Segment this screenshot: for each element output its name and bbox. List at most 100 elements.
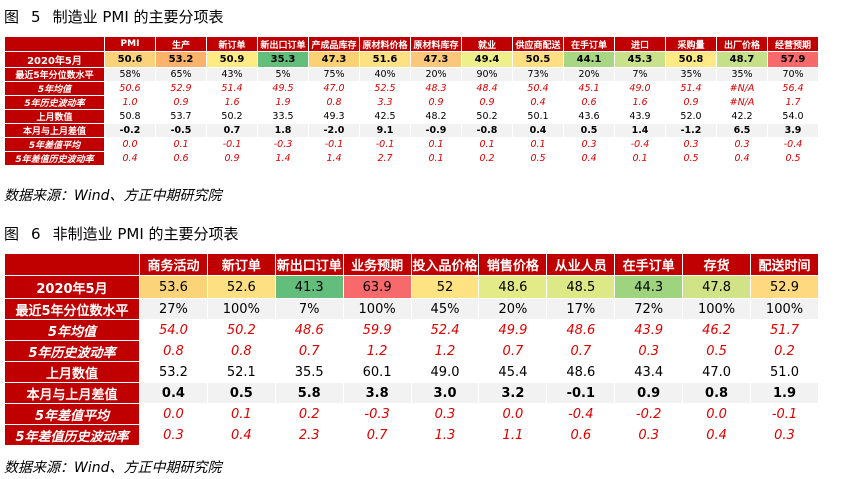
table-cell: 35.3 [257,51,309,68]
table-cell: 0.1 [461,137,513,152]
table2-caption-title: 非制造业 PMI 的主要分项表 [52,225,239,243]
table-cell: 0.6 [546,424,616,446]
table-cell: 1.3 [410,424,480,446]
table-cell: 0.2 [461,151,513,166]
table-cell: -0.1 [750,403,819,425]
table-cell: 50.8 [665,51,717,68]
column-header: 业务预期 [342,253,412,276]
header-corner [4,253,140,276]
column-header: 投入品价格 [410,253,480,276]
table1-caption-prefix: 图 [4,8,20,26]
table-cell: 50.6 [104,51,156,68]
table-cell: 5% [257,67,309,82]
table-cell: 0.3 [614,424,684,446]
table-cell: 0.2 [750,340,819,362]
table-cell: 0.5 [206,382,276,404]
table-cell: 0.5 [682,340,752,362]
table-cell: 49.0 [614,81,666,96]
row-label: 本月与上月差值 [4,123,105,138]
table-row: 5年差值历史波动率 0.3 0.4 2.3 0.7 1.3 1.1 0.6 0.3 0.4 0.3 [4,424,819,446]
table-cell: 43.9 [614,109,666,124]
table-cell: 0.3 [139,424,208,446]
table-row: 5年均值 50.6 52.9 51.4 49.5 47.0 52.5 48.3 48.4 50.4… [4,81,819,96]
table-cell: 9.1 [359,123,411,138]
table-cell: 1.8 [257,123,309,138]
table-cell: -1.2 [665,123,717,138]
table-cell: 0.7 [546,340,616,362]
table-cell: #N/A [716,81,768,96]
table-cell: 35% [665,67,717,82]
table-cell: -0.3 [342,403,412,425]
column-header: 原材料库存 [410,36,462,52]
column-header: 从业人员 [546,253,616,276]
table-cell: 48.5 [546,275,616,299]
table-cell: 5.8 [274,382,344,404]
table-cell: 50.1 [512,109,564,124]
table-cell: 48.7 [716,51,768,68]
column-header: 新出口订单 [257,36,309,52]
table-cell: 0.1 [206,403,276,425]
table-cell: 63.9 [342,275,412,299]
table-cell: 0.5 [665,151,717,166]
table-cell: 20% [478,298,548,320]
column-header: 就业 [461,36,513,52]
table-cell: 1.6 [206,95,258,110]
table-cell: 0.1 [410,137,462,152]
table-cell: 0.4 [139,382,208,404]
row-label: 上月数值 [4,361,140,383]
column-header: 进口 [614,36,666,52]
table-cell: 50.9 [206,51,258,68]
table-cell: 0.4 [512,95,564,110]
table-row: 5年历史波动率 1.0 0.9 1.6 1.9 0.8 3.3 0.9 0.9 0.4 0.6 1.6… [4,95,819,110]
row-label: 5年差值历史波动率 [4,151,105,166]
table-cell: 0.3 [614,340,684,362]
column-header: 商务活动 [139,253,208,276]
table-cell: 51.4 [206,81,258,96]
table-cell: 0.8 [308,95,360,110]
table-cell: 49.9 [478,319,548,341]
table-row: 最近5年分位数水平 27% 100% 7% 100% 45% 20% 17% 72% 100% 10… [4,298,819,320]
table-cell: 3.9 [767,123,819,138]
table-cell: 3.3 [359,95,411,110]
manufacturing-pmi-table: PMI 生产 新订单 新出口订单 产成品库存 原材料价格 原材料库存 就业 供应商配送 在手订单进… [4,36,819,166]
table-row: 5年差值历史波动率 0.4 0.6 0.9 1.4 1.4 2.7 0.1 0.2 0.5 0.4 0… [4,151,819,166]
table-cell: 48.4 [461,81,513,96]
table-cell: 0.4 [206,424,276,446]
table-cell: 0.0 [139,403,208,425]
table-cell: 1.6 [614,95,666,110]
row-label: 最近5年分位数水平 [4,298,140,320]
table-cell: -0.4 [767,137,819,152]
table-cell: 0.1 [410,151,462,166]
column-header: 存货 [682,253,752,276]
table1-caption: 图 5 制造业 PMI 的主要分项表 [4,6,224,27]
table-row: 上月数值 50.8 53.7 50.2 33.5 49.3 42.5 48.2 50.2 50.1… [4,109,819,124]
column-header: 配送时间 [750,253,819,276]
row-label: 最近5年分位数水平 [4,67,105,82]
table-cell: 50.6 [104,81,156,96]
row-label: 本月与上月差值 [4,382,140,404]
table-cell: 52.9 [155,81,207,96]
table-cell: 43.9 [614,319,684,341]
table-cell: 0.5 [767,151,819,166]
table-cell: 0.3 [665,137,717,152]
table-cell: 47.3 [410,51,462,68]
table-cell: 53.7 [155,109,207,124]
table-cell: 48.3 [410,81,462,96]
table-cell: 6.5 [716,123,768,138]
table-cell: 0.0 [478,403,548,425]
table-cell: -0.1 [359,137,411,152]
table-cell: 49.0 [410,361,480,383]
table-row: 本月与上月差值 0.4 0.5 5.8 3.8 3.0 3.2 -0.1 0.9 0.8 1.9 [4,382,819,404]
table-cell: 45.3 [614,51,666,68]
table-cell: 1.4 [614,123,666,138]
table-cell: 72% [614,298,684,320]
table-cell: -0.8 [461,123,513,138]
table-cell: 1.9 [750,382,819,404]
table-cell: -0.2 [104,123,156,138]
table-row: 5年均值 54.0 50.2 48.6 59.9 52.4 49.9 48.6 43.9 46.2… [4,319,819,341]
table-cell: 0.7 [274,340,344,362]
table-cell: 100% [206,298,276,320]
table-cell: 27% [139,298,208,320]
table-cell: 3.0 [410,382,480,404]
table-cell: 0.1 [155,137,207,152]
